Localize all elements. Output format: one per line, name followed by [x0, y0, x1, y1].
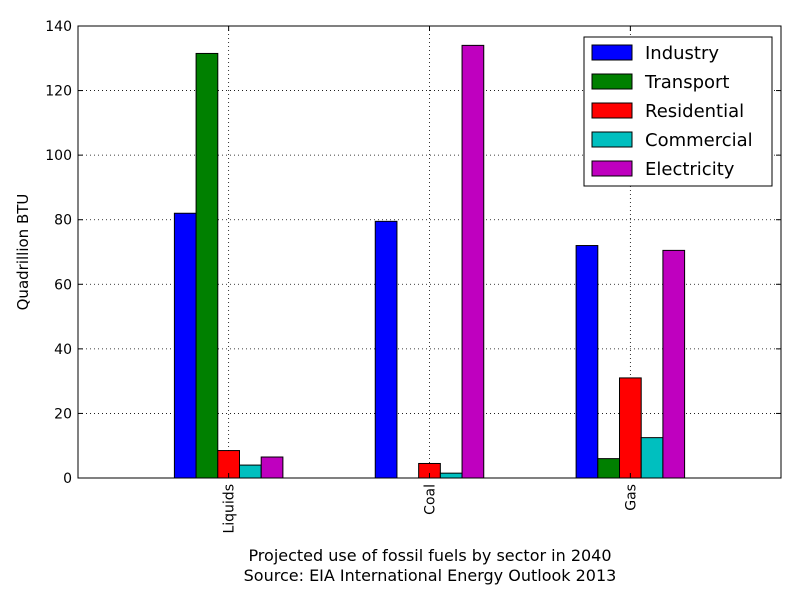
bar-residential-gas — [619, 377, 642, 479]
legend-swatch-commercial — [591, 131, 633, 148]
bar-electricity-liquids — [260, 456, 284, 479]
bars — [173, 44, 686, 479]
bar-transport-gas — [597, 458, 621, 479]
y-tick-label: 60 — [54, 277, 72, 293]
bar-commercial-liquids — [238, 464, 262, 479]
x-axis-caption-line-1: Projected use of fossil fuels by sector … — [248, 546, 611, 565]
y-tick-label: 80 — [54, 213, 72, 229]
legend-label-residential: Residential — [645, 101, 744, 122]
legend-swatch-industry — [591, 44, 633, 61]
x-axis: Liquids Coal Gas — [222, 26, 639, 534]
bar-electricity-coal — [461, 44, 485, 479]
legend: Industry Transport Residential Commercial El… — [583, 36, 773, 187]
legend-swatch-residential — [591, 102, 633, 119]
x-tick-label-coal: Coal — [423, 484, 439, 515]
bar-industry-coal — [374, 220, 398, 479]
legend-swatch-electricity — [591, 160, 633, 177]
y-tick-label: 140 — [45, 19, 72, 35]
y-tick-label: 40 — [54, 342, 72, 358]
y-tick-label: 20 — [54, 406, 72, 422]
legend-swatch-transport — [591, 73, 633, 90]
bar-commercial-gas — [640, 437, 664, 479]
bar-industry-liquids — [173, 212, 197, 479]
legend-label-commercial: Commercial — [645, 130, 753, 151]
x-tick-label-gas: Gas — [623, 484, 639, 511]
bar-electricity-gas — [662, 249, 686, 479]
y-axis-label: Quadrillion BTU — [14, 194, 32, 311]
bar-commercial-coal — [439, 472, 463, 479]
bar-transport-liquids — [195, 52, 219, 479]
y-tick-label: 100 — [45, 148, 72, 164]
y-axis: 0 20 40 60 80 100 120 140 — [45, 19, 781, 487]
legend-label-industry: Industry — [645, 43, 719, 64]
legend-label-transport: Transport — [644, 72, 729, 93]
bar-industry-gas — [575, 245, 599, 479]
legend-label-electricity: Electricity — [645, 159, 735, 180]
x-tick-label-liquids: Liquids — [222, 484, 238, 534]
y-tick-label: 120 — [45, 84, 72, 100]
y-tick-label: 0 — [63, 471, 72, 487]
x-axis-caption-line-2: Source: EIA International Energy Outlook… — [244, 566, 617, 585]
